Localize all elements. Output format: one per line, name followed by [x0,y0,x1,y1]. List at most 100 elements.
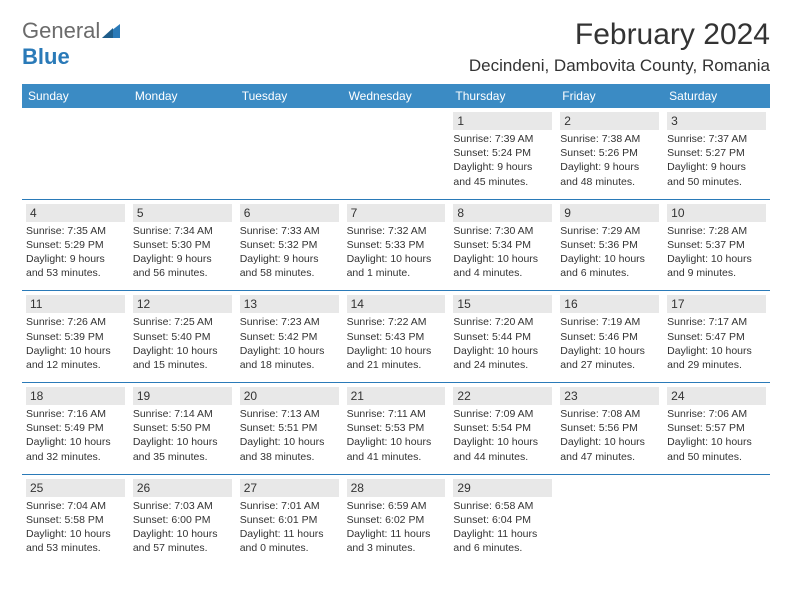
sunrise-text: Sunrise: 7:08 AM [560,407,659,421]
day-cell: 15Sunrise: 7:20 AMSunset: 5:44 PMDayligh… [449,291,556,382]
day-info: Sunrise: 7:17 AMSunset: 5:47 PMDaylight:… [667,315,766,372]
day-info: Sunrise: 7:11 AMSunset: 5:53 PMDaylight:… [347,407,446,464]
week-row: 25Sunrise: 7:04 AMSunset: 5:58 PMDayligh… [22,475,770,566]
week-row: 4Sunrise: 7:35 AMSunset: 5:29 PMDaylight… [22,200,770,292]
day-info: Sunrise: 7:37 AMSunset: 5:27 PMDaylight:… [667,132,766,189]
sunrise-text: Sunrise: 7:32 AM [347,224,446,238]
month-title: February 2024 [469,18,770,52]
daylight-text: Daylight: 10 hours and 15 minutes. [133,344,232,372]
daylight-text: Daylight: 10 hours and 41 minutes. [347,435,446,463]
daylight-text: Daylight: 11 hours and 0 minutes. [240,527,339,555]
day-info: Sunrise: 7:28 AMSunset: 5:37 PMDaylight:… [667,224,766,281]
day-cell: 6Sunrise: 7:33 AMSunset: 5:32 PMDaylight… [236,200,343,291]
page-header: GeneralBlue February 2024 Decindeni, Dam… [22,18,770,76]
day-cell: 2Sunrise: 7:38 AMSunset: 5:26 PMDaylight… [556,108,663,199]
day-cell: 1Sunrise: 7:39 AMSunset: 5:24 PMDaylight… [449,108,556,199]
weekday-header: Sunday [22,84,129,108]
calendar-grid: Sunday Monday Tuesday Wednesday Thursday… [22,84,770,565]
logo-triangle-icon [102,18,120,44]
day-info: Sunrise: 6:59 AMSunset: 6:02 PMDaylight:… [347,499,446,556]
day-number: 24 [667,387,766,405]
sunrise-text: Sunrise: 7:17 AM [667,315,766,329]
day-info: Sunrise: 7:29 AMSunset: 5:36 PMDaylight:… [560,224,659,281]
daylight-text: Daylight: 10 hours and 4 minutes. [453,252,552,280]
day-cell: 4Sunrise: 7:35 AMSunset: 5:29 PMDaylight… [22,200,129,291]
sunset-text: Sunset: 5:29 PM [26,238,125,252]
day-number: 10 [667,204,766,222]
day-info: Sunrise: 7:22 AMSunset: 5:43 PMDaylight:… [347,315,446,372]
calendar-page: GeneralBlue February 2024 Decindeni, Dam… [0,0,792,583]
day-cell: 9 Sunrise: 7:29 AMSunset: 5:36 PMDaylight… [556,200,663,291]
sunrise-text: Sunrise: 7:35 AM [26,224,125,238]
sunrise-text: Sunrise: 7:28 AM [667,224,766,238]
daylight-text: Daylight: 10 hours and 1 minute. [347,252,446,280]
day-cell: 20 Sunrise: 7:13 AMSunset: 5:51 PMDayligh… [236,383,343,474]
daylight-text: Daylight: 10 hours and 24 minutes. [453,344,552,372]
sunset-text: Sunset: 5:30 PM [133,238,232,252]
sunset-text: Sunset: 5:58 PM [26,513,125,527]
sunset-text: Sunset: 5:39 PM [26,330,125,344]
day-cell: 19Sunrise: 7:14 AMSunset: 5:50 PMDayligh… [129,383,236,474]
day-info: Sunrise: 7:23 AMSunset: 5:42 PMDaylight:… [240,315,339,372]
daylight-text: Daylight: 9 hours and 58 minutes. [240,252,339,280]
day-info: Sunrise: 7:35 AMSunset: 5:29 PMDaylight:… [26,224,125,281]
sunrise-text: Sunrise: 7:16 AM [26,407,125,421]
weekday-header-row: Sunday Monday Tuesday Wednesday Thursday… [22,84,770,108]
day-cell: 13Sunrise: 7:23 AMSunset: 5:42 PMDayligh… [236,291,343,382]
day-number: 6 [240,204,339,222]
day-cell: 29Sunrise: 6:58 AMSunset: 6:04 PMDayligh… [449,475,556,566]
day-number: 9 [560,204,659,222]
sunset-text: Sunset: 5:40 PM [133,330,232,344]
daylight-text: Daylight: 10 hours and 12 minutes. [26,344,125,372]
day-cell: 18Sunrise: 7:16 AMSunset: 5:49 PMDayligh… [22,383,129,474]
daylight-text: Daylight: 10 hours and 44 minutes. [453,435,552,463]
daylight-text: Daylight: 10 hours and 53 minutes. [26,527,125,555]
day-info: Sunrise: 7:32 AMSunset: 5:33 PMDaylight:… [347,224,446,281]
day-number: 14 [347,295,446,313]
day-number: 5 [133,204,232,222]
logo-text: GeneralBlue [22,18,120,70]
sunset-text: Sunset: 6:04 PM [453,513,552,527]
day-number: 2 [560,112,659,130]
sunset-text: Sunset: 5:57 PM [667,421,766,435]
day-number: 20 [240,387,339,405]
sunset-text: Sunset: 5:46 PM [560,330,659,344]
day-number: 8 [453,204,552,222]
day-cell: 12Sunrise: 7:25 AMSunset: 5:40 PMDayligh… [129,291,236,382]
day-info: Sunrise: 7:09 AMSunset: 5:54 PMDaylight:… [453,407,552,464]
sunset-text: Sunset: 5:50 PM [133,421,232,435]
day-info: Sunrise: 7:30 AMSunset: 5:34 PMDaylight:… [453,224,552,281]
day-cell: 8 Sunrise: 7:30 AMSunset: 5:34 PMDaylight… [449,200,556,291]
sunrise-text: Sunrise: 7:09 AM [453,407,552,421]
day-number: 26 [133,479,232,497]
daylight-text: Daylight: 9 hours and 45 minutes. [453,160,552,188]
sunset-text: Sunset: 5:24 PM [453,146,552,160]
day-number: 27 [240,479,339,497]
sunset-text: Sunset: 5:44 PM [453,330,552,344]
day-number: 12 [133,295,232,313]
day-cell [22,108,129,199]
day-info: Sunrise: 7:20 AMSunset: 5:44 PMDaylight:… [453,315,552,372]
day-cell: 7Sunrise: 7:32 AMSunset: 5:33 PMDaylight… [343,200,450,291]
sunrise-text: Sunrise: 7:37 AM [667,132,766,146]
week-row: 18Sunrise: 7:16 AMSunset: 5:49 PMDayligh… [22,383,770,475]
sunrise-text: Sunrise: 7:03 AM [133,499,232,513]
day-info: Sunrise: 7:26 AMSunset: 5:39 PMDaylight:… [26,315,125,372]
sunset-text: Sunset: 5:37 PM [667,238,766,252]
day-info: Sunrise: 7:04 AMSunset: 5:58 PMDaylight:… [26,499,125,556]
day-info: Sunrise: 7:14 AMSunset: 5:50 PMDaylight:… [133,407,232,464]
day-number: 17 [667,295,766,313]
day-info: Sunrise: 7:13 AMSunset: 5:51 PMDaylight:… [240,407,339,464]
day-info: Sunrise: 7:03 AMSunset: 6:00 PMDaylight:… [133,499,232,556]
daylight-text: Daylight: 9 hours and 56 minutes. [133,252,232,280]
daylight-text: Daylight: 10 hours and 32 minutes. [26,435,125,463]
sunrise-text: Sunrise: 7:29 AM [560,224,659,238]
week-row: 11Sunrise: 7:26 AMSunset: 5:39 PMDayligh… [22,291,770,383]
sunrise-text: Sunrise: 7:06 AM [667,407,766,421]
day-info: Sunrise: 7:16 AMSunset: 5:49 PMDaylight:… [26,407,125,464]
day-cell: 24Sunrise: 7:06 AMSunset: 5:57 PMDayligh… [663,383,770,474]
sunrise-text: Sunrise: 7:30 AM [453,224,552,238]
daylight-text: Daylight: 11 hours and 6 minutes. [453,527,552,555]
day-cell: 23Sunrise: 7:08 AMSunset: 5:56 PMDayligh… [556,383,663,474]
sunset-text: Sunset: 5:54 PM [453,421,552,435]
